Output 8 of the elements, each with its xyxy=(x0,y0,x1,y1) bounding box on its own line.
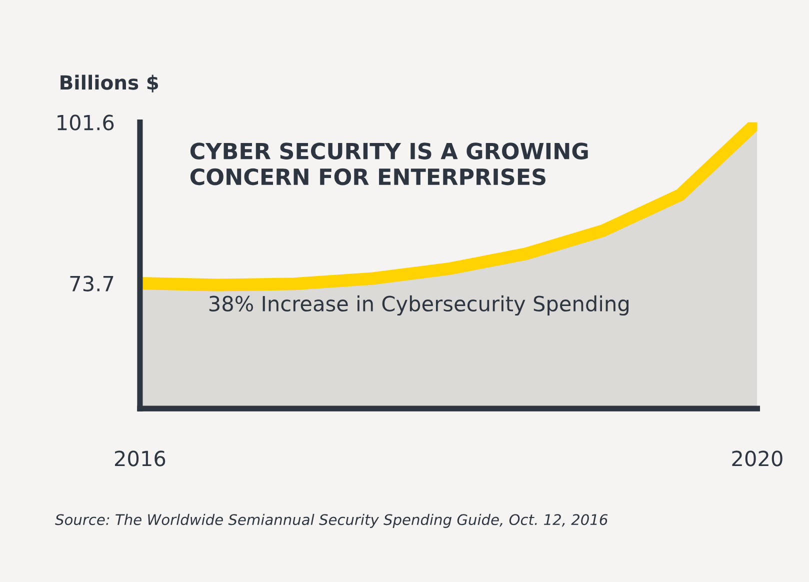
source-note: Source: The Worldwide Semiannual Security Spending Guide, Oct. 12, 2016 xyxy=(55,514,608,528)
x-tick-label: 2020 xyxy=(732,450,782,466)
text: CYBER SECURITY IS A GROWING CONCERN FOR ENTERPRISES xyxy=(190,142,588,186)
y-axis-title: Billions $ xyxy=(60,74,158,92)
annotation: 38% Increase in Cybersecurity Spending xyxy=(209,295,628,316)
x-tick-label: 2016 xyxy=(114,450,166,466)
y-tick-label: 73.7 xyxy=(70,276,114,292)
y-tick-label: 101.6 xyxy=(58,114,114,130)
